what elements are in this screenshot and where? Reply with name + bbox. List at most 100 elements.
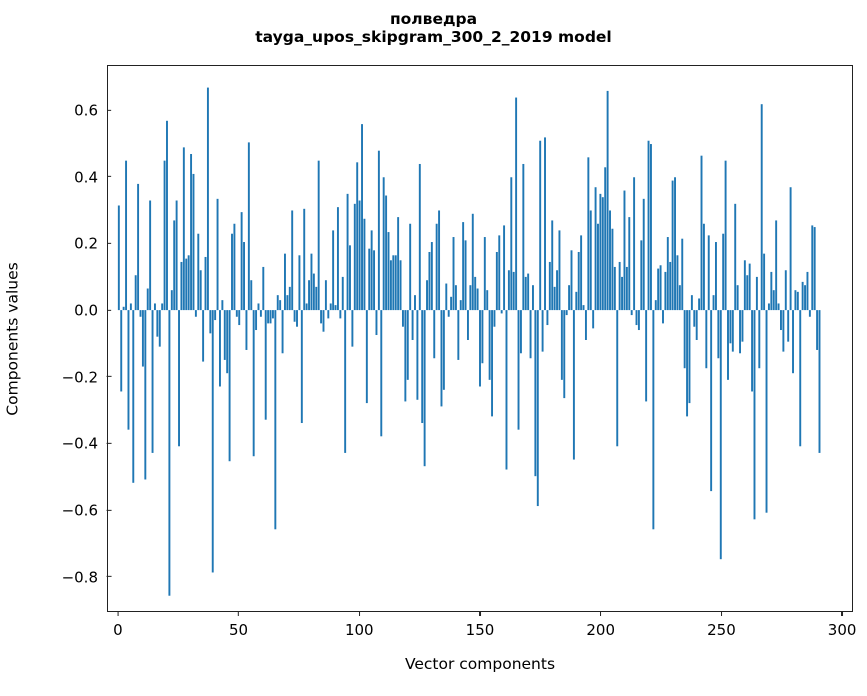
bar bbox=[368, 248, 371, 311]
bar bbox=[517, 310, 520, 430]
bar bbox=[447, 310, 450, 317]
bar bbox=[592, 310, 595, 329]
bar bbox=[784, 270, 787, 311]
bar bbox=[616, 310, 619, 447]
bar bbox=[457, 310, 460, 360]
bar bbox=[216, 198, 219, 311]
bar bbox=[428, 251, 431, 311]
bar bbox=[180, 261, 183, 311]
bar bbox=[500, 310, 503, 314]
bar bbox=[392, 255, 395, 311]
y-tick: 0.0 bbox=[74, 301, 112, 320]
bar bbox=[796, 291, 799, 311]
bar bbox=[257, 303, 260, 311]
bar bbox=[789, 187, 792, 311]
bar bbox=[187, 255, 190, 311]
bar bbox=[695, 310, 698, 340]
bar bbox=[727, 310, 729, 380]
y-tick: 0.6 bbox=[74, 101, 112, 120]
bar bbox=[505, 310, 508, 470]
bar bbox=[589, 210, 592, 311]
x-tick-label: 250 bbox=[707, 621, 736, 639]
bar bbox=[361, 124, 363, 311]
bar bbox=[534, 310, 537, 477]
bar bbox=[459, 300, 462, 311]
bar bbox=[322, 310, 325, 332]
bar bbox=[710, 310, 713, 492]
x-tick-label: 100 bbox=[344, 621, 374, 639]
bar bbox=[717, 310, 720, 359]
bar bbox=[233, 223, 236, 311]
x-tick-label: 200 bbox=[586, 621, 616, 639]
bar bbox=[741, 310, 744, 342]
bar bbox=[753, 310, 756, 520]
bar bbox=[211, 310, 214, 573]
bar bbox=[548, 261, 551, 311]
bar bbox=[185, 258, 188, 311]
bar bbox=[346, 193, 349, 311]
bar bbox=[546, 310, 549, 326]
bar bbox=[163, 160, 166, 311]
bar bbox=[765, 310, 768, 513]
y-tick-label: −0.6 bbox=[61, 501, 98, 520]
bar bbox=[621, 276, 624, 311]
bar bbox=[450, 296, 453, 311]
bar bbox=[125, 160, 128, 311]
bar bbox=[356, 162, 359, 311]
y-tick-label: −0.8 bbox=[61, 568, 98, 587]
bar bbox=[479, 310, 481, 387]
x-tick-mark bbox=[720, 612, 723, 617]
x-axis-label: Vector components bbox=[404, 655, 556, 673]
bar bbox=[618, 261, 621, 311]
bar bbox=[120, 310, 123, 392]
bar bbox=[469, 285, 472, 311]
bar bbox=[296, 310, 298, 327]
x-tick: 300 bbox=[828, 612, 856, 639]
bar bbox=[324, 280, 327, 311]
x-tick-mark bbox=[358, 612, 360, 617]
bar bbox=[666, 237, 669, 311]
bar bbox=[799, 310, 802, 447]
bar bbox=[129, 303, 132, 311]
bar bbox=[139, 310, 142, 317]
bar bbox=[755, 276, 758, 311]
bar bbox=[442, 310, 445, 390]
bar bbox=[259, 310, 262, 317]
bar bbox=[722, 233, 725, 311]
x-tick: 250 bbox=[707, 612, 736, 639]
bar bbox=[252, 310, 255, 457]
bar bbox=[389, 260, 392, 311]
bar bbox=[582, 305, 585, 311]
bar bbox=[503, 225, 506, 311]
bar bbox=[394, 255, 397, 311]
bar bbox=[818, 310, 821, 453]
bar bbox=[197, 233, 200, 311]
bar bbox=[609, 210, 611, 311]
bar bbox=[206, 87, 209, 311]
bar bbox=[671, 180, 674, 311]
bar bbox=[426, 280, 428, 311]
bar bbox=[149, 200, 152, 311]
y-axis-label-text: Components values bbox=[4, 261, 22, 416]
bar bbox=[474, 276, 477, 311]
bar bbox=[565, 310, 568, 316]
bar bbox=[175, 200, 178, 311]
bar bbox=[637, 310, 640, 331]
bar bbox=[235, 310, 238, 317]
bar bbox=[556, 270, 559, 311]
bar bbox=[493, 310, 496, 327]
bar bbox=[310, 253, 313, 311]
y-tick-label: 0.6 bbox=[74, 101, 98, 120]
bar bbox=[245, 310, 248, 350]
x-tick-label: 50 bbox=[229, 621, 249, 639]
bar bbox=[291, 210, 294, 311]
y-tick-mark bbox=[107, 176, 112, 178]
bar bbox=[182, 147, 185, 311]
y-tick: 0.2 bbox=[74, 234, 112, 253]
y-tick-mark bbox=[107, 309, 112, 311]
bar bbox=[329, 303, 332, 311]
bar bbox=[433, 310, 436, 359]
bar bbox=[746, 275, 749, 311]
bar bbox=[414, 295, 416, 311]
y-axis-label: Components values bbox=[0, 65, 26, 612]
